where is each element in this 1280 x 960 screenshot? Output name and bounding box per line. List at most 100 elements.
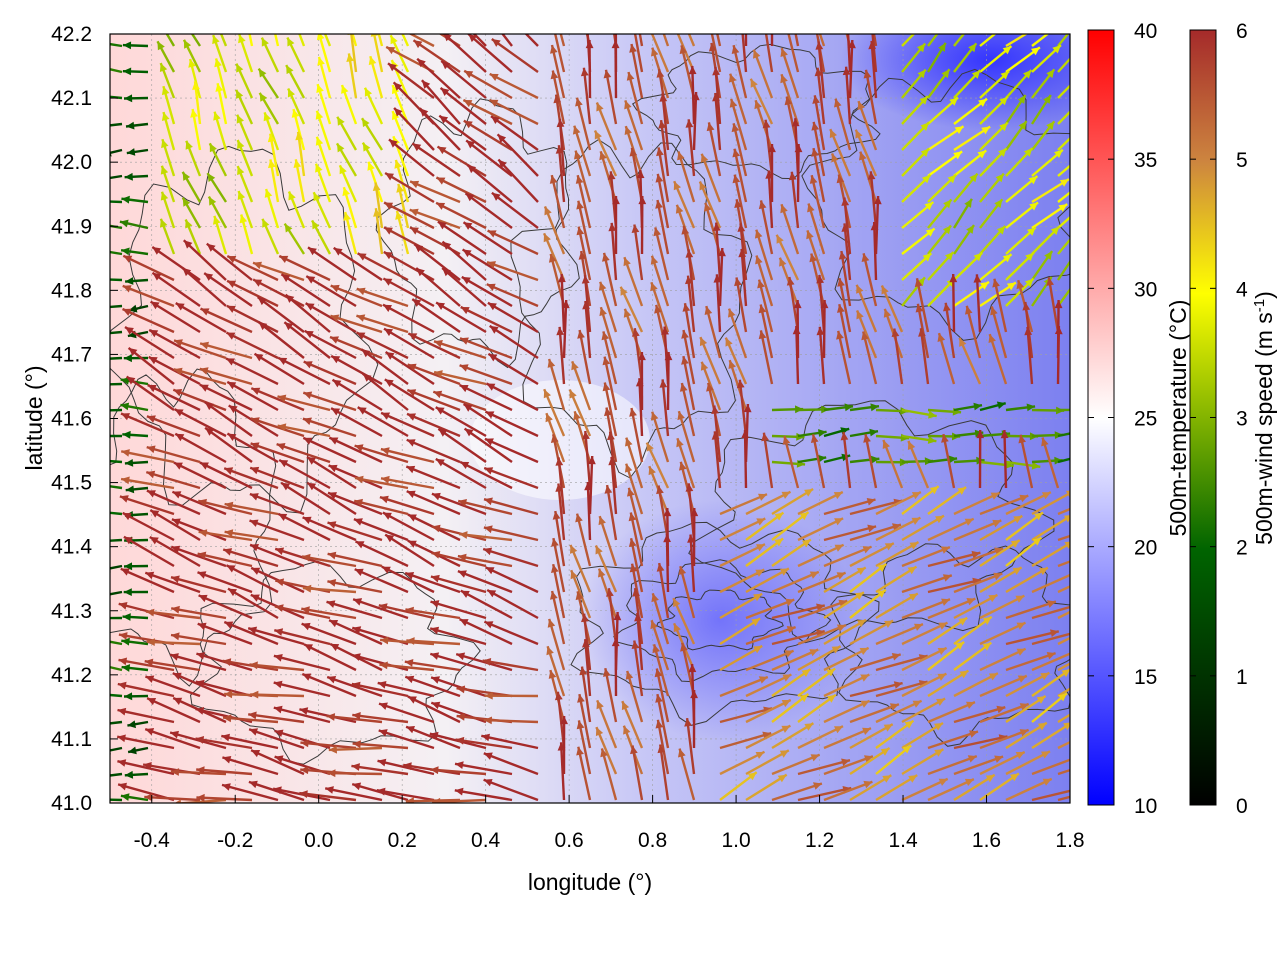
wind-arrow-head — [860, 700, 870, 708]
wind-arrow-head — [431, 551, 441, 559]
wind-arrow-head — [786, 626, 796, 634]
wind-arrow-head — [378, 729, 388, 737]
wind-arrow-head — [859, 647, 869, 655]
wind-arrow-head — [941, 598, 950, 606]
wind-arrow-head — [754, 229, 763, 239]
wind-arrow-head — [327, 769, 336, 778]
wind-arrow-head — [483, 752, 493, 760]
x-tick-label: 1.6 — [972, 829, 1001, 852]
wind-arrow-shaft — [568, 389, 592, 437]
wind-arrow-head — [497, 134, 507, 143]
wind-arrow-shaft — [383, 327, 435, 360]
wind-arrow-head — [712, 93, 720, 102]
wind-arrow-shaft — [430, 600, 487, 620]
wind-arrow-shaft — [454, 789, 513, 802]
wind-arrow-shaft — [584, 300, 592, 359]
wind-arrow-head — [98, 381, 106, 389]
wind-arrow-shaft — [680, 382, 696, 437]
wind-arrow-head — [120, 568, 130, 576]
x-tick-label: -0.2 — [217, 829, 253, 852]
wind-arrow-shaft — [110, 590, 123, 596]
wind-arrow-shaft — [146, 640, 201, 646]
wind-arrow-head — [251, 750, 261, 758]
wind-arrow-shaft — [467, 34, 513, 73]
wind-arrow-head — [575, 0, 583, 3]
wind-arrow-shaft — [148, 328, 201, 360]
wind-arrow-head — [761, 17, 769, 26]
wind-arrow-shaft — [650, 34, 670, 73]
wind-arrow-head — [125, 277, 134, 285]
wind-arrow-head — [227, 256, 237, 264]
wind-arrow-head — [393, 82, 403, 91]
wind-arrow-shaft — [631, 745, 644, 801]
wind-arrow-shaft — [387, 62, 435, 99]
wind-arrow-shaft — [416, 57, 461, 99]
wind-arrow-head — [681, 356, 689, 365]
wind-arrow-head — [394, 107, 403, 117]
wind-arrow-head — [175, 303, 185, 311]
wind-arrow-head — [183, 240, 193, 249]
temperature-colorbar-tick-label: 40 — [1134, 20, 1157, 43]
wind-arrow-head — [430, 600, 440, 608]
wind-arrow-head — [173, 389, 183, 397]
wind-arrow-shaft — [483, 526, 539, 542]
wind-arrow-shaft — [953, 706, 1006, 724]
wind-arrow-head — [912, 700, 922, 708]
wind-arrow-head — [380, 636, 389, 645]
wind-arrow-head — [274, 755, 284, 763]
wind-arrow-head — [239, 214, 248, 224]
wind-arrow-shaft — [490, 115, 539, 151]
wind-arrow-shaft — [412, 39, 461, 73]
wind-arrow-head — [289, 9, 296, 18]
wind-arrow-shaft — [377, 34, 384, 47]
wind-arrow-head — [224, 501, 234, 510]
wind-arrow-head — [575, 513, 583, 523]
wind-arrow-shaft — [481, 734, 539, 750]
wind-arrow-head — [405, 606, 414, 615]
wind-arrow-head — [681, 225, 690, 235]
wind-arrow-head — [838, 251, 847, 260]
wind-arrow-shaft — [1057, 507, 1070, 516]
wind-arrow-shaft — [705, 305, 722, 359]
wind-arrow-shaft — [715, 274, 722, 333]
wind-arrow-shaft — [714, 66, 722, 125]
wind-arrow-head — [862, 727, 871, 735]
wind-arrow-shaft — [278, 458, 331, 490]
wind-arrow-shaft — [354, 444, 409, 464]
wind-colorbar-tick-label: 1 — [1236, 666, 1248, 689]
wind-arrow-head — [754, 100, 762, 110]
wind-arrow-head — [1031, 461, 1041, 470]
wind-arrow-shaft — [1005, 671, 1050, 698]
wind-arrow-shaft — [380, 411, 435, 438]
wind-arrow-head — [223, 548, 233, 556]
wind-arrow-head — [316, 34, 325, 41]
wind-arrow-shaft — [614, 39, 618, 99]
wind-arrow-head — [456, 713, 465, 721]
wind-arrow-head — [174, 409, 184, 417]
wind-arrow-shaft — [459, 460, 513, 490]
wind-arrow-head — [969, 730, 978, 738]
wind-arrow-shaft — [147, 383, 201, 412]
wind-arrow-head — [578, 251, 587, 260]
wind-arrow-head — [1041, 437, 1049, 447]
wind-arrow-shaft — [457, 499, 513, 516]
wind-arrow-shaft — [124, 325, 175, 360]
wind-arrow-head — [679, 45, 688, 55]
wind-arrow-head — [848, 40, 856, 49]
wind-arrow-shaft — [486, 260, 539, 282]
wind-arrow-shaft — [633, 224, 644, 281]
wind-arrow-shaft — [630, 563, 644, 619]
wind-arrow-shaft — [559, 742, 566, 801]
wind-arrow-head — [212, 35, 220, 45]
wind-arrow-shaft — [605, 484, 618, 541]
wind-arrow-head — [655, 719, 664, 729]
wind-arrow-head — [406, 465, 416, 474]
wind-arrow-shaft — [226, 304, 279, 334]
wind-arrow-shaft — [305, 302, 357, 334]
wind-arrow-shaft — [411, 142, 461, 177]
wind-arrow-head — [965, 305, 973, 315]
wind-arrow-shaft — [875, 680, 928, 698]
wind-arrow-head — [625, 437, 633, 447]
wind-arrow-shaft — [486, 283, 539, 308]
wind-arrow-shaft — [797, 599, 848, 620]
